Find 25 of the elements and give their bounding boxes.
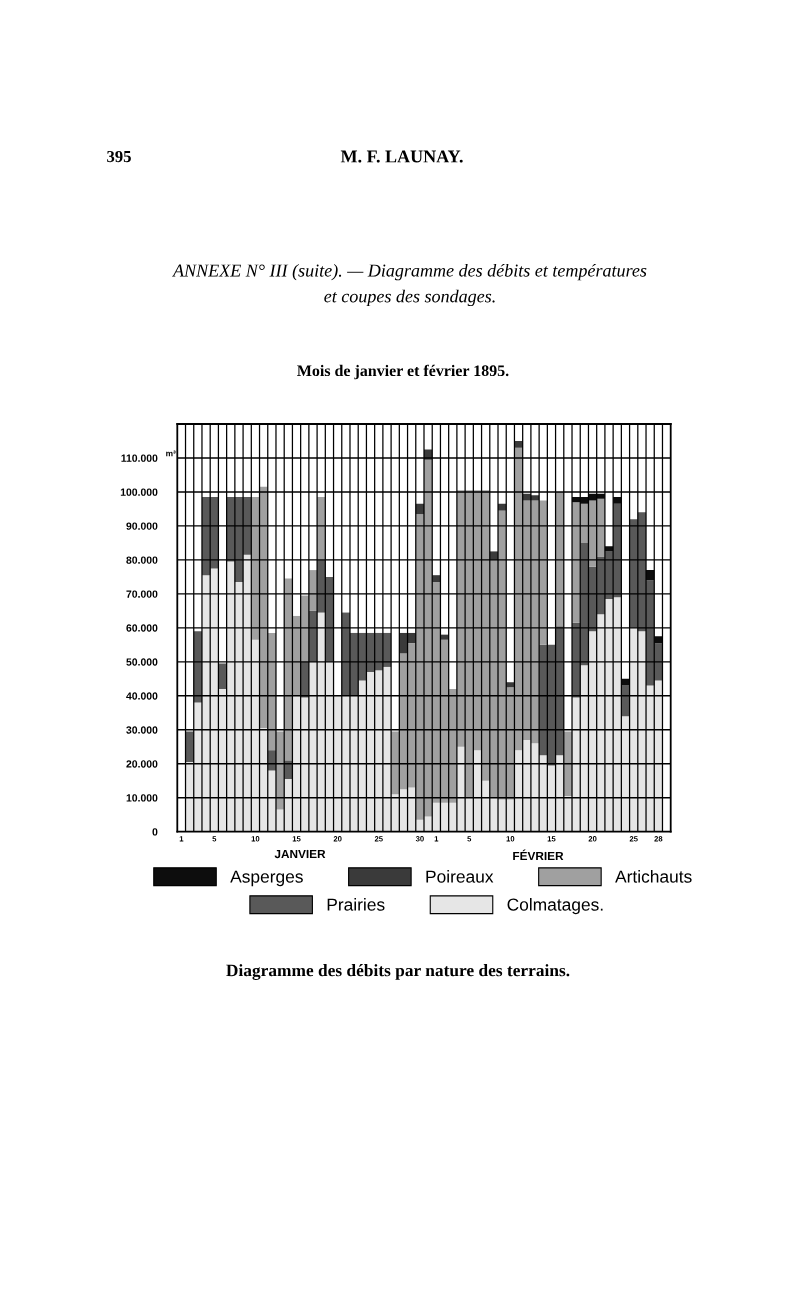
y-tick-label: 110.000 (121, 454, 158, 462)
y-tick-label: 60.000 (126, 624, 158, 632)
y-tick-label: 100.000 (120, 488, 158, 496)
text: Diagramme des débits par nature des terrains. (226, 964, 570, 980)
chart-subtitle: Mois de janvier et février 1895. (297, 364, 509, 380)
y-tick-label: 0 (152, 828, 158, 836)
y-tick-label: 50.000 (126, 658, 158, 666)
text: 395 (107, 150, 131, 163)
y-tick-label: 80.000 (126, 556, 158, 564)
legend-label: Prairies (327, 898, 385, 911)
y-tick-label: 20.000 (126, 760, 158, 768)
legend-label: Asperges (230, 870, 303, 887)
y-tick-label: 10.000 (126, 794, 158, 802)
text: FÉVRIER (513, 849, 564, 861)
y-tick-label: 40.000 (126, 692, 158, 700)
legend-label: Poireaux (426, 870, 494, 883)
y-tick-label: 70.000 (126, 590, 158, 598)
y-tick-label: 30.000 (126, 726, 158, 734)
y-tick-label: 90.000 (126, 522, 158, 530)
text: JANVIER (274, 849, 326, 859)
legend-label: Colmatages. (507, 898, 603, 915)
y-axis-title: m³ (166, 450, 176, 457)
text: M. F. LAUNAY. (340, 150, 463, 163)
chart-title: ANNEXE N° III (suite). — Diagramme des débits et températures et coupes des sondages. (172, 263, 647, 307)
legend-label: Artichauts (615, 870, 692, 883)
